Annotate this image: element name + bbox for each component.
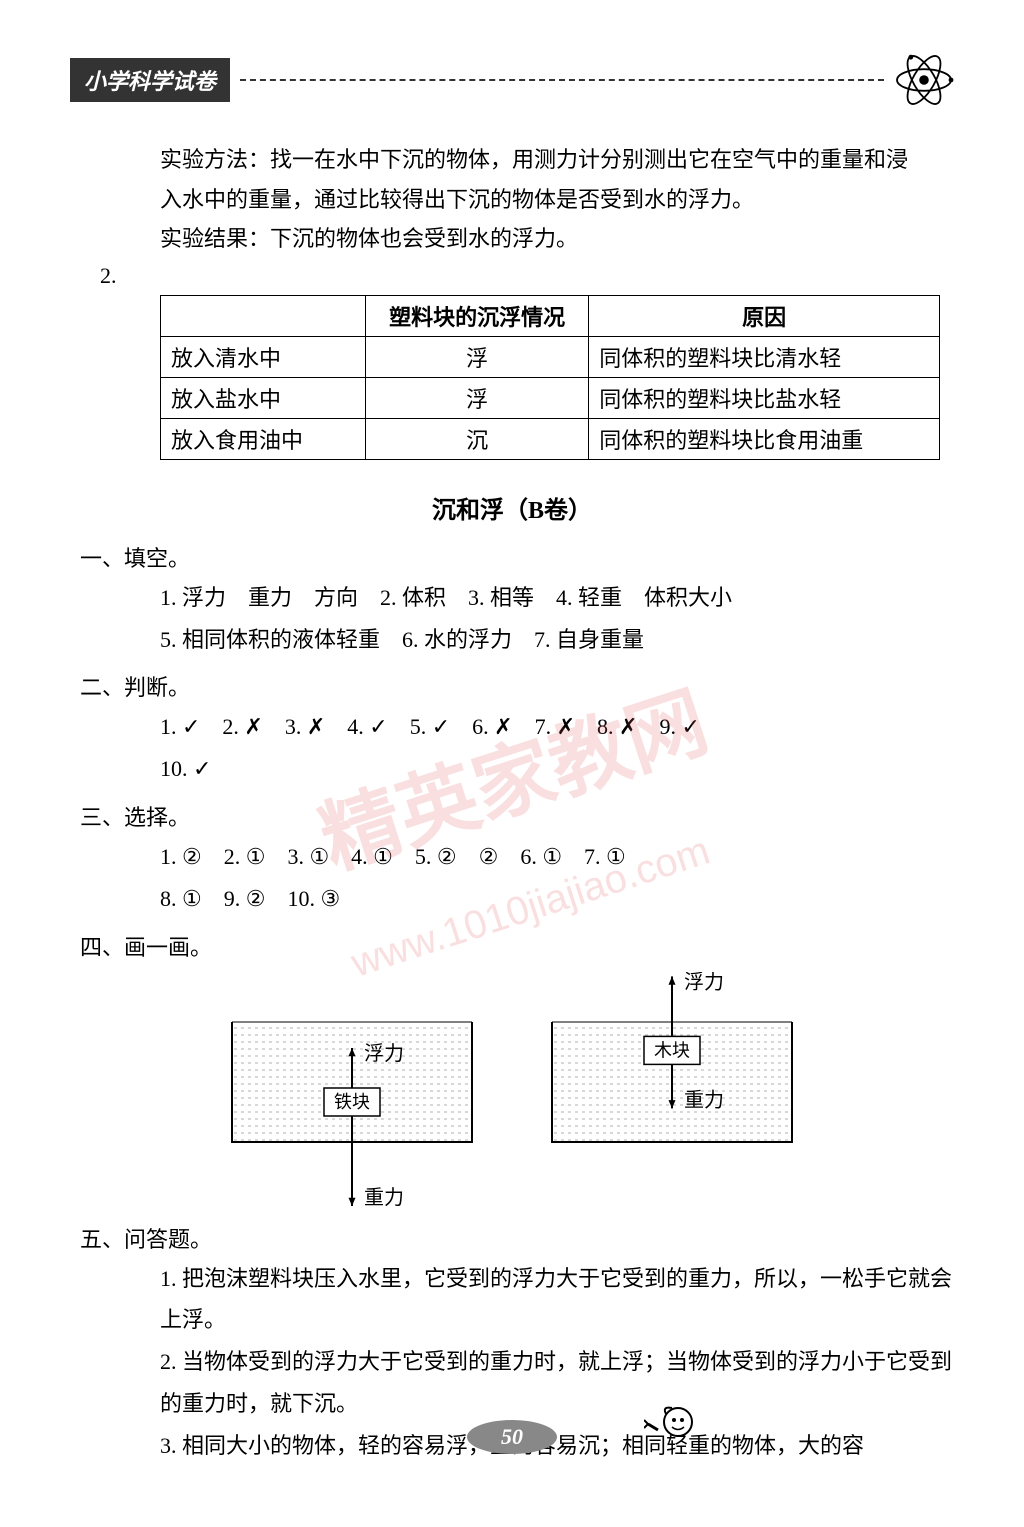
choice-line-1: 1. ② 2. ① 3. ① 4. ① 5. ② ② 6. ① 7. ① [160,836,954,878]
svg-text:重力: 重力 [684,1088,724,1111]
fill-blank-line-1: 1. 浮力 重力 方向 2. 体积 3. 相等 4. 轻重 体积大小 [160,577,954,619]
table-cell: 浮 [366,377,589,418]
table-cell: 放入食用油中 [161,418,366,459]
section-3-label: 三、选择。 [80,800,954,832]
page-number: 50 [467,1420,557,1454]
svg-text:木块: 木块 [654,1040,690,1060]
section-b-title: 沉和浮（B卷） [70,490,954,525]
section-5-label: 五、问答题。 [80,1222,954,1254]
wood-block-diagram: 木块 浮力重力 [542,972,802,1172]
svg-text:铁块: 铁块 [334,1092,370,1112]
experiment-method: 实验方法：找一在水中下沉的物体，用测力计分别测出它在空气中的重量和浸入水中的重量… [160,140,924,219]
table-header-cell [161,295,366,336]
table-cell: 沉 [366,418,589,459]
table-row: 放入食用油中 沉 同体积的塑料块比食用油重 [161,418,940,459]
svg-text:重力: 重力 [364,1186,404,1209]
table-header-cell: 塑料块的沉浮情况 [366,295,589,336]
table-cell: 同体积的塑料块比食用油重 [589,418,940,459]
question-2-number: 2. [100,263,954,289]
table-cell: 同体积的塑料块比盐水轻 [589,377,940,418]
qa-answer-1: 1. 把泡沫塑料块压入水里，它受到的浮力大于它受到的重力，所以，一松手它就会上浮… [160,1258,954,1342]
table-cell: 浮 [366,336,589,377]
atom-icon [894,50,954,110]
svg-text:浮力: 浮力 [364,1042,404,1065]
table-header-cell: 原因 [589,295,940,336]
choice-line-2: 8. ① 9. ② 10. ③ [160,878,954,920]
kid-icon [644,1400,704,1450]
iron-block-diagram: 铁块 浮力重力 [222,972,482,1212]
qa-answer-2: 2. 当物体受到的浮力大于它受到的重力时，就上浮；当物体受到的浮力小于它受到的重… [160,1341,954,1425]
page-header: 小学科学试卷 [70,50,954,110]
table-cell: 放入盐水中 [161,377,366,418]
diagram-row: 铁块 浮力重力 木块 浮力重力 [70,972,954,1212]
header-title: 小学科学试卷 [70,58,230,102]
page-root: 小学科学试卷 实验方法：找一在水中下沉的物体，用测力计分别测出它在空气中的重量和… [0,0,1024,1527]
fill-blank-line-2: 5. 相同体积的液体轻重 6. 水的浮力 7. 自身重量 [160,619,954,661]
section-2-label: 二、判断。 [80,670,954,702]
table-row: 放入盐水中 浮 同体积的塑料块比盐水轻 [161,377,940,418]
svg-text:浮力: 浮力 [684,972,724,993]
judge-line-2: 10. ✓ [160,748,954,790]
judge-line-1: 1. ✓ 2. ✗ 3. ✗ 4. ✓ 5. ✓ 6. ✗ 7. ✗ 8. ✗ … [160,706,954,748]
header-divider [240,79,884,81]
page-footer: 50 [0,1420,1024,1454]
table-cell: 放入清水中 [161,336,366,377]
section-4-label: 四、画一画。 [80,930,954,962]
section-1-label: 一、填空。 [80,541,954,573]
plastic-block-table: 塑料块的沉浮情况 原因 放入清水中 浮 同体积的塑料块比清水轻 放入盐水中 浮 … [160,295,940,460]
table-header-row: 塑料块的沉浮情况 原因 [161,295,940,336]
experiment-result: 实验结果：下沉的物体也会受到水的浮力。 [160,219,924,259]
table-row: 放入清水中 浮 同体积的塑料块比清水轻 [161,336,940,377]
table-cell: 同体积的塑料块比清水轻 [589,336,940,377]
